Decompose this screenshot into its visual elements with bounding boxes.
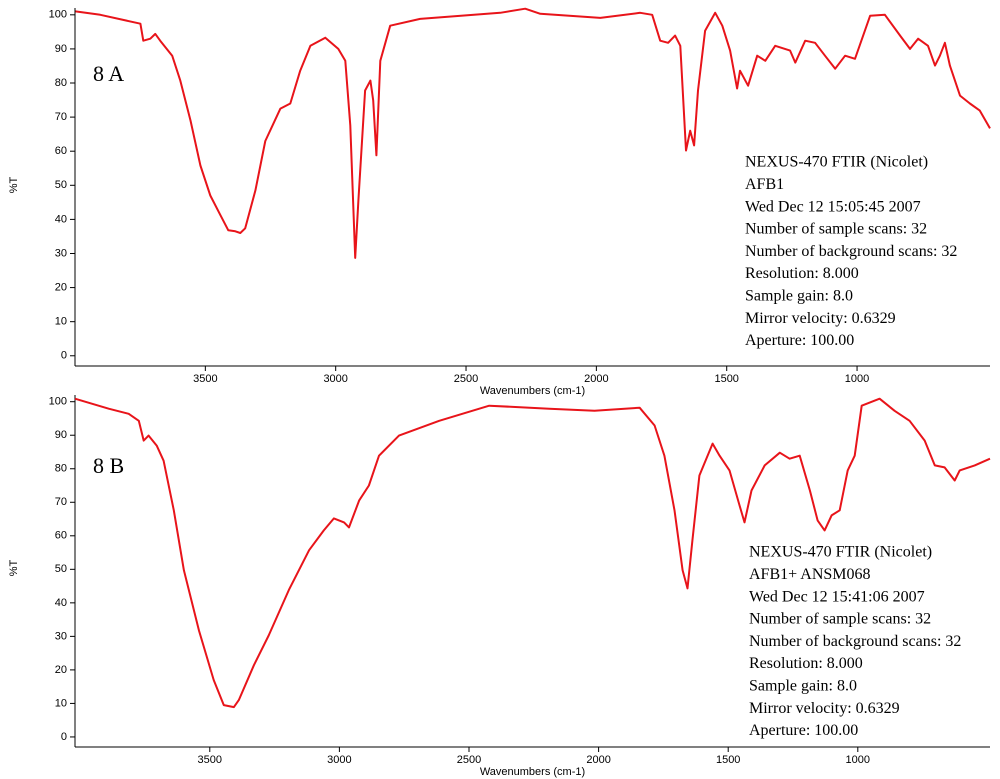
x-tick-label: 3500 [193,373,217,385]
y-tick-label: 90 [55,429,67,441]
annotation: Wed Dec 12 15:05:45 2007 [745,198,921,215]
y-tick-label: 0 [61,731,67,743]
y-tick-label: 30 [55,630,67,642]
y-tick-label: 30 [55,247,67,259]
y-tick-label: 80 [55,463,67,475]
annotation: Wed Dec 12 15:41:06 2007 [749,588,925,605]
annotation: AFB1 [745,176,784,193]
x-axis-label: Wavenumbers (cm-1) [480,766,585,778]
x-tick-label: 3000 [323,373,347,385]
chart-title: 8 B [93,453,124,478]
spectrum-line [74,397,991,709]
annotation: NEXUS-470 FTIR (Nicolet) [749,544,932,561]
annotation: Sample gain: 8.0 [745,287,853,304]
y-tick-label: 10 [55,316,67,328]
y-tick-label: 50 [55,563,67,575]
y-axis-label: %T [8,176,20,193]
chart-title: 8 A [93,61,124,86]
y-tick-label: 90 [55,43,67,55]
y-tick-label: 20 [55,664,67,676]
annotation: Mirror velocity: 0.6329 [745,310,896,327]
y-tick-label: 60 [55,145,67,157]
y-tick-label: 50 [55,179,67,191]
x-tick-label: 2000 [586,754,610,766]
annotation: Number of background scans: 32 [745,243,957,260]
x-tick-label: 1000 [845,373,869,385]
annotation: Aperture: 100.00 [749,722,858,739]
x-tick-label: 3000 [327,754,351,766]
x-tick-label: 1000 [846,754,870,766]
y-tick-label: 70 [55,111,67,123]
annotation: Resolution: 8.000 [745,265,859,282]
annotation: Mirror velocity: 0.6329 [749,700,900,717]
annotation: AFB1+ ANSM068 [749,566,871,583]
y-tick-label: 40 [55,213,67,225]
annotation: Number of sample scans: 32 [749,611,931,628]
x-tick-label: 2000 [584,373,608,385]
y-tick-label: 20 [55,281,67,293]
annotation: Number of sample scans: 32 [745,221,927,238]
y-tick-label: 70 [55,496,67,508]
x-tick-label: 1500 [716,754,740,766]
y-tick-label: 100 [49,396,67,408]
annotation: Sample gain: 8.0 [749,677,857,694]
y-tick-label: 0 [61,350,67,362]
x-tick-label: 2500 [454,373,478,385]
y-tick-label: 40 [55,597,67,609]
y-tick-label: 100 [49,9,67,21]
annotation: Resolution: 8.000 [749,655,863,672]
x-tick-label: 3500 [198,754,222,766]
x-axis-label: Wavenumbers (cm-1) [480,385,585,397]
y-tick-label: 80 [55,77,67,89]
annotation: Number of background scans: 32 [749,633,961,650]
spectrum-line [75,7,991,259]
x-tick-label: 2500 [457,754,481,766]
y-tick-label: 60 [55,530,67,542]
annotation: NEXUS-470 FTIR (Nicolet) [745,154,928,171]
y-tick-label: 10 [55,697,67,709]
y-axis-label: %T [8,559,20,576]
x-tick-label: 1500 [714,373,738,385]
annotation: Aperture: 100.00 [745,332,854,349]
